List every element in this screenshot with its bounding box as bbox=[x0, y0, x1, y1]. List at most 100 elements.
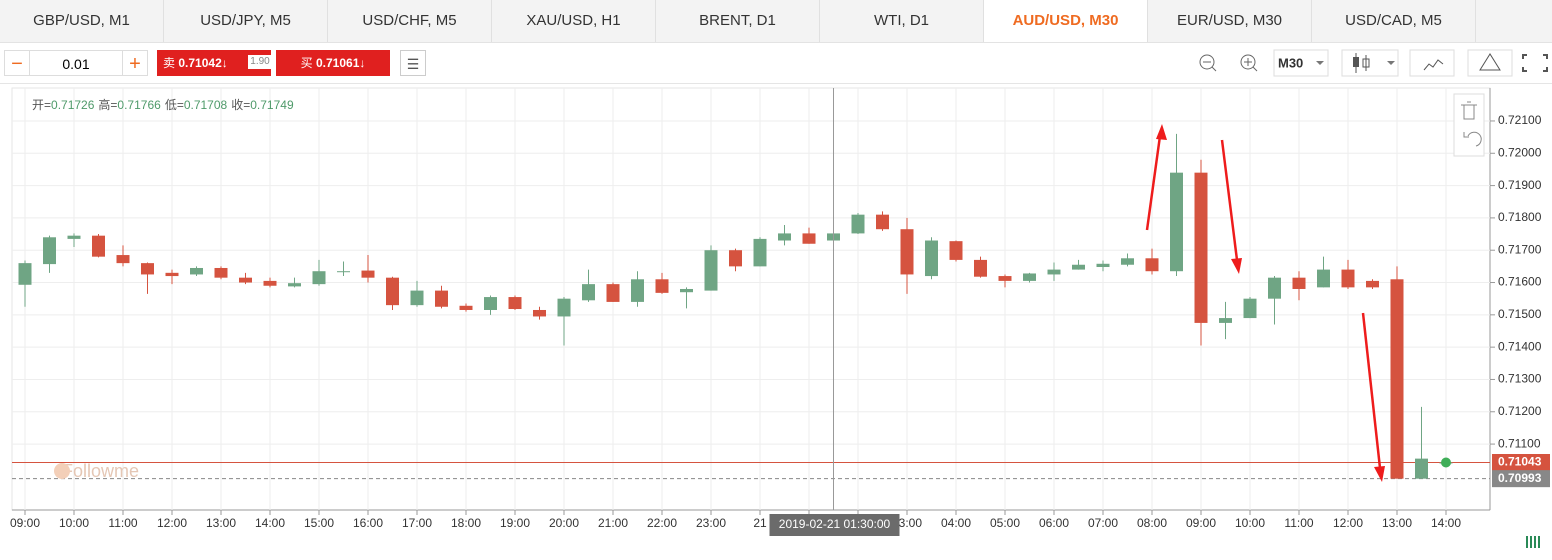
candle-body bbox=[533, 309, 546, 317]
candle-body bbox=[386, 277, 399, 306]
price-box bbox=[1492, 470, 1550, 488]
x-tick-label: 12:00 bbox=[157, 516, 187, 530]
buy-button[interactable]: 买 0.71061↓ bbox=[276, 50, 390, 76]
price-box-label: 0.71043 bbox=[1498, 455, 1542, 469]
ohlc-label: 开= bbox=[32, 98, 51, 112]
candle-body bbox=[949, 241, 963, 260]
zoom-in[interactable] bbox=[1240, 54, 1256, 70]
buy-price: 0.71061↓ bbox=[315, 56, 366, 70]
ohlc-label: 低= bbox=[165, 98, 184, 112]
draw-tool[interactable] bbox=[1479, 53, 1501, 71]
candle-body bbox=[729, 250, 742, 267]
indicators[interactable] bbox=[1423, 59, 1444, 71]
candle-body bbox=[876, 214, 889, 230]
candle-body bbox=[851, 214, 865, 234]
candle-body bbox=[288, 283, 301, 287]
tab-bar: GBP/USD, M1 USD/JPY, M5 USD/CHF, M5 XAU/USD… bbox=[0, 0, 1552, 43]
candle-body bbox=[974, 259, 987, 277]
plot-area bbox=[11, 87, 1491, 511]
y-tick-label: 0.71300 bbox=[1498, 372, 1542, 386]
x-tick-label: 11:00 bbox=[1284, 516, 1313, 530]
candle-body bbox=[1145, 258, 1159, 272]
tab[interactable]: AUD/USD, M30 bbox=[984, 0, 1148, 42]
x-tick-label: 19:00 bbox=[500, 516, 530, 530]
x-tick-label: 04:00 bbox=[941, 516, 971, 530]
x-tick-label: 20:00 bbox=[549, 516, 579, 530]
x-tick-label: 10:00 bbox=[1235, 516, 1265, 530]
x-tick-label: 03:00 bbox=[892, 516, 922, 530]
zoom-out[interactable] bbox=[1199, 54, 1215, 70]
candle-body bbox=[655, 279, 669, 293]
candle-body bbox=[1170, 172, 1183, 272]
x-tick-label: 05:00 bbox=[990, 516, 1020, 530]
candle-body bbox=[1072, 264, 1085, 270]
fullscreen[interactable] bbox=[1522, 54, 1548, 72]
x-tick-label: 15:00 bbox=[304, 516, 334, 530]
buy-label: 买 bbox=[300, 56, 313, 70]
annotation-arrows bbox=[1145, 124, 1385, 482]
candle-body bbox=[459, 305, 473, 310]
candle-body bbox=[312, 271, 326, 285]
x-tick-label: 14:00 bbox=[255, 516, 285, 530]
ohlc-value: 0.71749 bbox=[250, 98, 294, 112]
candle-body bbox=[190, 267, 203, 275]
tab[interactable]: WTI, D1 bbox=[820, 0, 984, 42]
x-tick-label: 06:00 bbox=[1039, 516, 1069, 530]
candle-body bbox=[1366, 280, 1379, 288]
candle-body bbox=[1292, 277, 1306, 289]
tab[interactable]: XAU/USD, H1 bbox=[492, 0, 656, 42]
x-tick-label: 21 bbox=[753, 516, 767, 530]
candle-body bbox=[165, 272, 179, 277]
x-tick-label: 14:00 bbox=[1431, 516, 1461, 530]
current-dot bbox=[1441, 457, 1451, 468]
y-tick-label: 0.71200 bbox=[1498, 404, 1542, 418]
candle-body bbox=[557, 298, 571, 317]
logo-icon bbox=[1526, 536, 1540, 548]
candle-body bbox=[1341, 269, 1355, 288]
plus[interactable]: + bbox=[122, 50, 148, 76]
candle-body bbox=[214, 267, 228, 278]
tab[interactable]: GBP/USD, M1 bbox=[0, 0, 164, 42]
candle-body bbox=[361, 270, 375, 278]
y-tick-label: 0.72000 bbox=[1498, 145, 1542, 159]
chart-type[interactable] bbox=[1387, 61, 1395, 65]
candle-body bbox=[508, 297, 522, 310]
minus[interactable]: − bbox=[4, 50, 30, 76]
candle-body bbox=[141, 263, 154, 275]
candle-body bbox=[704, 250, 718, 291]
tab[interactable]: USD/CHF, M5 bbox=[328, 0, 492, 42]
tab[interactable]: BRENT, D1 bbox=[656, 0, 820, 42]
candle-body bbox=[116, 255, 130, 264]
chart-side-tools bbox=[1453, 93, 1485, 157]
candle-body bbox=[680, 288, 693, 293]
undo[interactable] bbox=[1463, 131, 1482, 147]
y-tick-label: 0.71800 bbox=[1498, 210, 1542, 224]
candle-body bbox=[1121, 258, 1134, 265]
candle-body bbox=[1047, 269, 1061, 275]
candle-body bbox=[239, 277, 252, 283]
toolbar-icons: M30 bbox=[1199, 49, 1548, 77]
timeframe[interactable]: M30 bbox=[1278, 55, 1303, 70]
x-tick-label: 16:00 bbox=[353, 516, 383, 530]
toolbar: − 0.01 + 卖 0.71042↓ 1.90 买 0.71061↓ ☰ M3… bbox=[0, 43, 1552, 84]
tab[interactable]: EUR/USD, M30 bbox=[1148, 0, 1312, 42]
tab[interactable]: USD/JPY, M5 bbox=[164, 0, 328, 42]
spread: 1.90 bbox=[248, 55, 272, 69]
candle-body bbox=[753, 238, 767, 267]
x-tick-label: 21:00 bbox=[598, 516, 628, 530]
lot[interactable]: 0.01 bbox=[30, 50, 122, 76]
ohlc-value: 0.71708 bbox=[184, 98, 228, 112]
y-tick-label: 0.72100 bbox=[1498, 113, 1542, 127]
candle-body bbox=[1317, 269, 1330, 288]
candle-body bbox=[631, 279, 644, 302]
trash[interactable] bbox=[1461, 101, 1477, 120]
menu-icon[interactable]: ☰ bbox=[400, 50, 426, 76]
y-tick-label: 0.71600 bbox=[1498, 275, 1542, 289]
y-tick-label: 0.71900 bbox=[1498, 178, 1542, 192]
ohlc-value: 0.71726 bbox=[51, 98, 95, 112]
candle-body bbox=[263, 280, 277, 286]
x-tick-label: 10:00 bbox=[59, 516, 89, 530]
tab[interactable]: USD/CAD, M5 bbox=[1312, 0, 1476, 42]
candle-body bbox=[43, 237, 56, 265]
